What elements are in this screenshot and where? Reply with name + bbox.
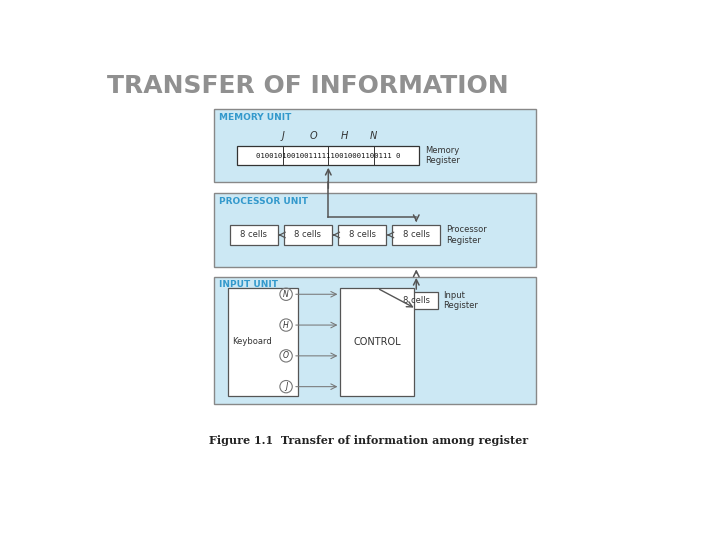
Text: 8 cells: 8 cells: [240, 231, 267, 239]
FancyBboxPatch shape: [230, 225, 277, 245]
Text: TRANSFER OF INFORMATION: TRANSFER OF INFORMATION: [107, 74, 508, 98]
Text: O: O: [283, 352, 289, 360]
Text: INPUT UNIT: INPUT UNIT: [219, 280, 278, 289]
Text: 8 cells: 8 cells: [402, 296, 430, 305]
FancyBboxPatch shape: [284, 225, 332, 245]
Text: CONTROL: CONTROL: [354, 337, 401, 347]
Text: Processor
Register: Processor Register: [446, 225, 487, 245]
Text: J: J: [282, 131, 284, 141]
Text: Input
Register: Input Register: [443, 291, 478, 310]
Text: MEMORY UNIT: MEMORY UNIT: [219, 112, 291, 122]
FancyBboxPatch shape: [392, 225, 441, 245]
Text: Figure 1.1  Transfer of information among register: Figure 1.1 Transfer of information among…: [210, 435, 528, 446]
Text: O: O: [310, 131, 318, 141]
FancyBboxPatch shape: [341, 288, 414, 396]
Text: 8 cells: 8 cells: [402, 231, 430, 239]
FancyBboxPatch shape: [214, 109, 536, 182]
Text: PROCESSOR UNIT: PROCESSOR UNIT: [219, 197, 307, 206]
Text: N: N: [370, 131, 377, 141]
FancyBboxPatch shape: [395, 292, 438, 309]
Text: 0100101001001111110010001100111 0: 0100101001001111110010001100111 0: [256, 153, 400, 159]
Text: 8 cells: 8 cells: [348, 231, 376, 239]
FancyBboxPatch shape: [238, 146, 419, 165]
Text: H: H: [283, 321, 289, 329]
FancyBboxPatch shape: [214, 276, 536, 403]
Text: Memory
Register: Memory Register: [425, 146, 459, 165]
FancyBboxPatch shape: [214, 193, 536, 267]
Text: Keyboard: Keyboard: [233, 338, 272, 347]
Text: J: J: [285, 382, 287, 391]
FancyBboxPatch shape: [338, 225, 386, 245]
Text: N: N: [283, 290, 289, 299]
FancyBboxPatch shape: [228, 288, 297, 396]
Text: 8 cells: 8 cells: [294, 231, 321, 239]
Text: H: H: [341, 131, 348, 141]
